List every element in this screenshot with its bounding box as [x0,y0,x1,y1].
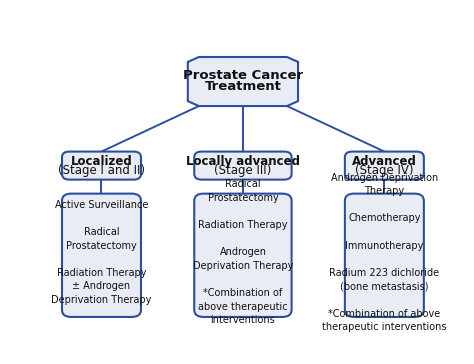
FancyBboxPatch shape [345,194,424,317]
Text: (Stage III): (Stage III) [214,164,272,177]
FancyBboxPatch shape [62,151,141,179]
FancyBboxPatch shape [194,194,292,317]
Text: Advanced: Advanced [352,155,417,168]
Text: Androgen Deprivation
Therapy

Chemotherapy

Immunotherapy

Radium 223 dichloride: Androgen Deprivation Therapy Chemotherap… [322,173,447,332]
Text: Prostate Cancer: Prostate Cancer [183,69,303,82]
Text: (Stage IV): (Stage IV) [355,164,414,177]
Text: Localized: Localized [71,155,132,168]
Text: Radical
Prostatectomy

Radiation Therapy

Androgen
Deprivation Therapy

*Combina: Radical Prostatectomy Radiation Therapy … [193,179,293,325]
FancyBboxPatch shape [62,194,141,317]
Text: (Stage I and II): (Stage I and II) [58,164,145,177]
Text: Active Surveillance

Radical
Prostatectomy

Radiation Therapy
± Androgen
Depriva: Active Surveillance Radical Prostatectom… [51,200,152,305]
FancyBboxPatch shape [345,151,424,179]
Text: Locally advanced: Locally advanced [186,155,300,168]
Text: Treatment: Treatment [204,80,282,93]
FancyBboxPatch shape [194,151,292,179]
Polygon shape [188,57,298,106]
